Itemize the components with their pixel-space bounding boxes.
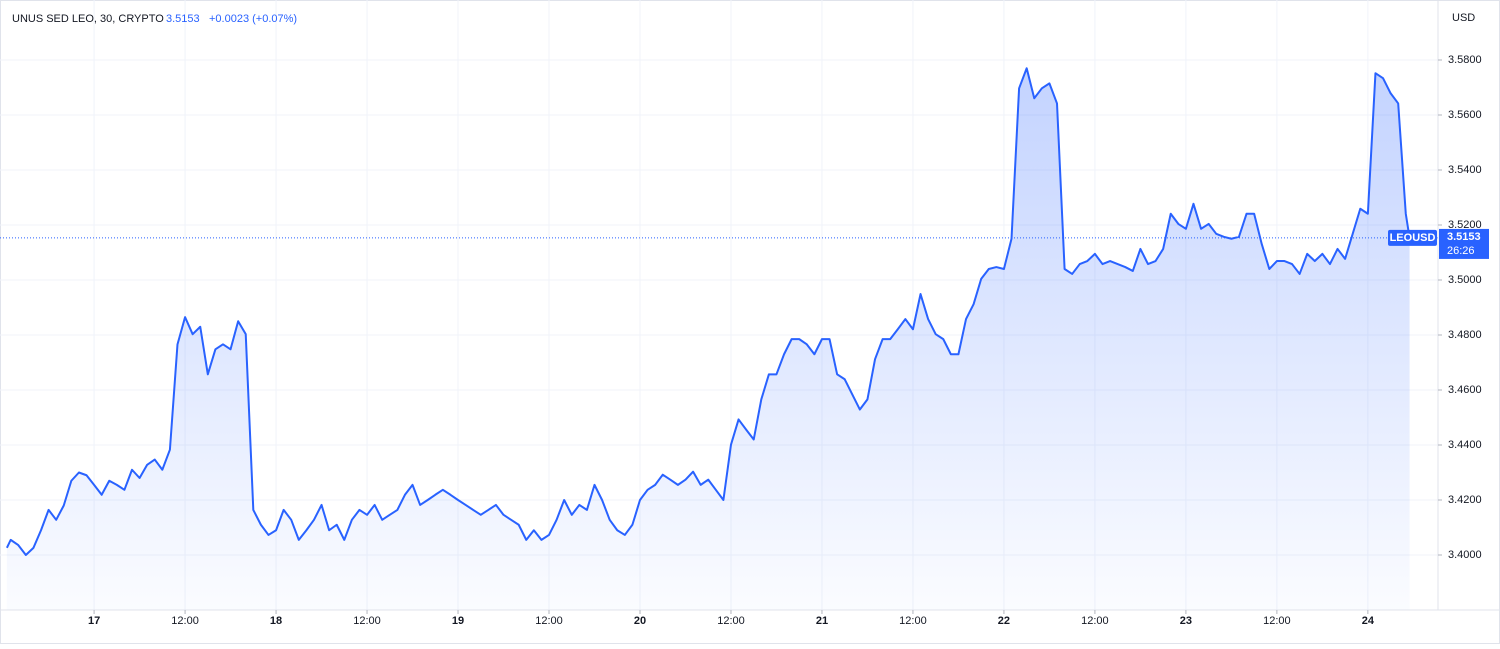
y-tick-label: 3.5800	[1448, 54, 1482, 66]
y-tick-label: 3.5600	[1448, 109, 1482, 121]
y-tick-label: 3.4400	[1448, 439, 1482, 451]
x-tick-label: 17	[88, 615, 100, 627]
header-change: +0.0023 (+0.07%)	[209, 13, 297, 25]
plot	[0, 67, 1438, 610]
x-tick-label: 18	[270, 615, 282, 627]
x-tick-label: 12:00	[353, 615, 381, 627]
x-tick-label: 24	[1362, 615, 1375, 627]
x-tick-label: 22	[998, 615, 1010, 627]
y-tick-label: 3.5000	[1448, 274, 1482, 286]
symbol-badge	[1388, 229, 1437, 246]
price-label: 3.5153	[1447, 231, 1481, 243]
x-tick-label: 21	[816, 615, 828, 627]
x-tick-label: 23	[1180, 615, 1192, 627]
y-tick-label: 3.4600	[1448, 384, 1482, 396]
countdown-label: 26:26	[1447, 245, 1475, 257]
x-tick-label: 12:00	[1263, 615, 1291, 627]
price-badge	[1439, 228, 1489, 259]
y-tick-label: 3.5200	[1448, 219, 1482, 231]
x-tick-label: 12:00	[899, 615, 927, 627]
chart-title: UNUS SED LEO, 30, CRYPTO	[12, 13, 164, 25]
labels: 3.4000 3.4200 3.4400 3.4600 3.4800 3.5000 3.52…	[88, 54, 1489, 627]
price-line	[5, 67, 1411, 556]
x-tick-label: 12:00	[535, 615, 563, 627]
area-fill	[6, 68, 1410, 610]
symbol-label: LEOUSD	[1390, 232, 1436, 244]
x-tick-label: 12:00	[717, 615, 745, 627]
x-tick-label: 20	[634, 615, 646, 627]
currency: USD	[1452, 12, 1475, 24]
y-tick-label: 3.4000	[1448, 549, 1482, 561]
y-tick-label: 3.5400	[1448, 164, 1482, 176]
x-tick-label: 12:00	[1081, 615, 1109, 627]
x-tick-label: 12:00	[171, 615, 199, 627]
y-tick-label: 3.4200	[1448, 494, 1482, 506]
header-price: 3.5153	[166, 13, 200, 25]
x-tick-label: 19	[452, 615, 464, 627]
y-tick-label: 3.4800	[1448, 329, 1482, 341]
